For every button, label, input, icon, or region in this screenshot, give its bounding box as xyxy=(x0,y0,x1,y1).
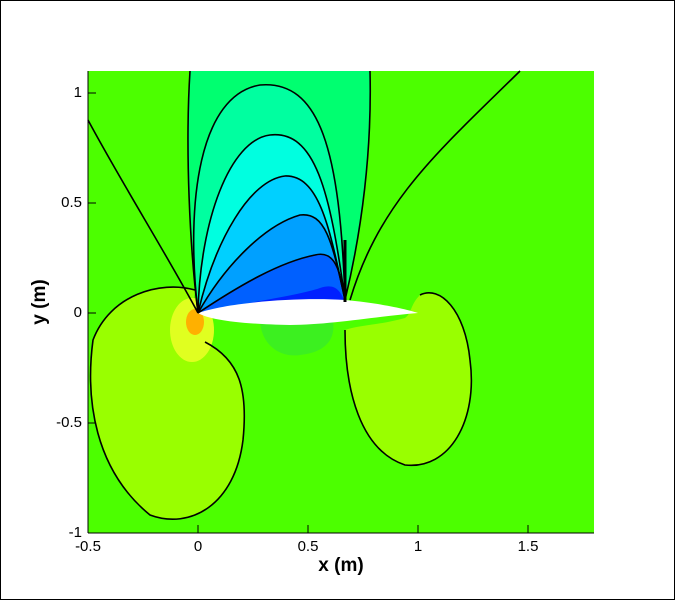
y-tick-label: -0.5 xyxy=(56,414,82,431)
y-axis-title: y (m) xyxy=(29,279,50,324)
x-tick-label: 1.5 xyxy=(518,538,539,555)
x-tick-label: -0.5 xyxy=(75,538,101,555)
contour-line xyxy=(349,70,521,301)
y-tick-label: 0.5 xyxy=(61,194,82,211)
y-tick-label: 0 xyxy=(74,304,82,321)
contour-line xyxy=(197,253,346,314)
contour-field xyxy=(87,70,594,533)
region-under xyxy=(260,322,334,356)
region-stagnation-core xyxy=(186,309,204,335)
contour-line xyxy=(87,119,199,314)
contour-line xyxy=(197,134,346,314)
contour-line xyxy=(89,286,246,520)
contour-line xyxy=(344,292,473,466)
x-tick-label: 0 xyxy=(194,538,202,555)
x-tick-label: 1 xyxy=(414,538,422,555)
contour-line xyxy=(192,84,346,314)
region-low-right xyxy=(345,292,472,466)
airfoil xyxy=(198,299,418,325)
x-tick-label: 0.5 xyxy=(298,538,319,555)
contour-line xyxy=(197,214,346,314)
y-tick-label: 1 xyxy=(74,84,82,101)
y-tick-label: -1 xyxy=(69,524,82,541)
x-axis-title: x (m) xyxy=(318,555,363,576)
contour-line xyxy=(197,175,346,314)
